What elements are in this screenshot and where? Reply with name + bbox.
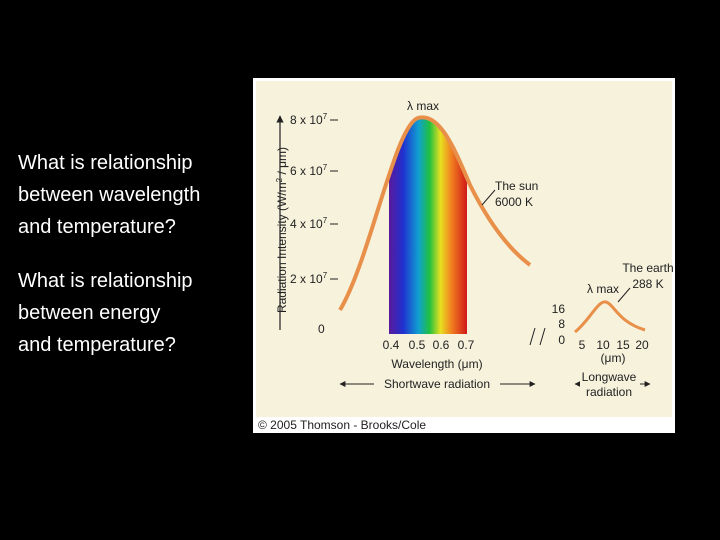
x-axis-title: Wavelength (μm) <box>391 357 482 371</box>
tick-mantissa: 4 x 10 <box>290 217 323 231</box>
longwave-label: Longwave <box>582 370 637 384</box>
tick-exponent: 7 <box>323 216 328 225</box>
sun-peak-label: λ max <box>407 99 439 113</box>
earth-y-tick-label: 16 <box>552 302 566 316</box>
question-line: between wavelength <box>18 184 201 206</box>
tick-exponent: 7 <box>323 163 328 172</box>
earth-curve <box>574 300 646 334</box>
longwave-label: radiation <box>586 385 632 399</box>
question-line: between energy <box>18 302 161 324</box>
earth-x-tick-label: 20 <box>635 338 649 352</box>
question: What is relationship between wavelength … <box>18 147 200 243</box>
earth-x-tick-label: 15 <box>616 338 630 352</box>
tick-mantissa: 8 x 10 <box>290 113 323 127</box>
earth-peak-label: λ max <box>587 282 619 296</box>
earth-label: 288 K <box>632 277 663 291</box>
earth-label: The earth <box>622 261 673 275</box>
question-line: What is relationship <box>18 270 193 292</box>
tick-mantissa: 0 <box>318 322 325 336</box>
earth-y-tick-label: 8 <box>558 317 565 331</box>
y-tick-label: 6 x 107 <box>290 163 328 178</box>
leader-line <box>617 287 631 303</box>
sun-label: 6000 K <box>495 195 533 209</box>
axis-break <box>529 327 546 346</box>
leader-line <box>481 189 496 206</box>
earth-x-tick-label: 5 <box>579 338 586 352</box>
x-tick-label: 0.6 <box>433 338 450 352</box>
y-tick-label: 4 x 107 <box>290 216 328 231</box>
earth-y-tick-label: 0 <box>558 333 565 347</box>
earth-x-unit: (μm) <box>601 351 626 365</box>
tick-exponent: 7 <box>323 271 328 280</box>
earth-x-tick-label: 10 <box>596 338 610 352</box>
sun-curve <box>338 115 532 312</box>
question: What is relationship between energy and … <box>18 265 193 361</box>
tick-mantissa: 6 x 10 <box>290 164 323 178</box>
tick-mantissa: 2 x 10 <box>290 272 323 286</box>
shortwave-label: Shortwave radiation <box>384 377 490 391</box>
credit: © 2005 Thomson - Brooks/Cole <box>258 418 426 432</box>
question-line: and temperature? <box>18 334 176 356</box>
x-tick-label: 0.5 <box>409 338 426 352</box>
question-line: What is relationship <box>18 152 193 174</box>
y-tick-label: 0 <box>318 322 325 336</box>
question-line: and temperature? <box>18 216 176 238</box>
y-tick-label: 2 x 107 <box>290 271 328 286</box>
x-tick-label: 0.4 <box>383 338 400 352</box>
y-axis-title: Radiation Intensity (W/m2 / μm) <box>275 147 289 313</box>
tick-exponent: 7 <box>323 112 328 121</box>
sun-label: The sun <box>495 179 538 193</box>
label-backdrop <box>580 370 640 400</box>
y-tick-label: 8 x 107 <box>290 112 328 127</box>
x-tick-label: 0.7 <box>458 338 475 352</box>
